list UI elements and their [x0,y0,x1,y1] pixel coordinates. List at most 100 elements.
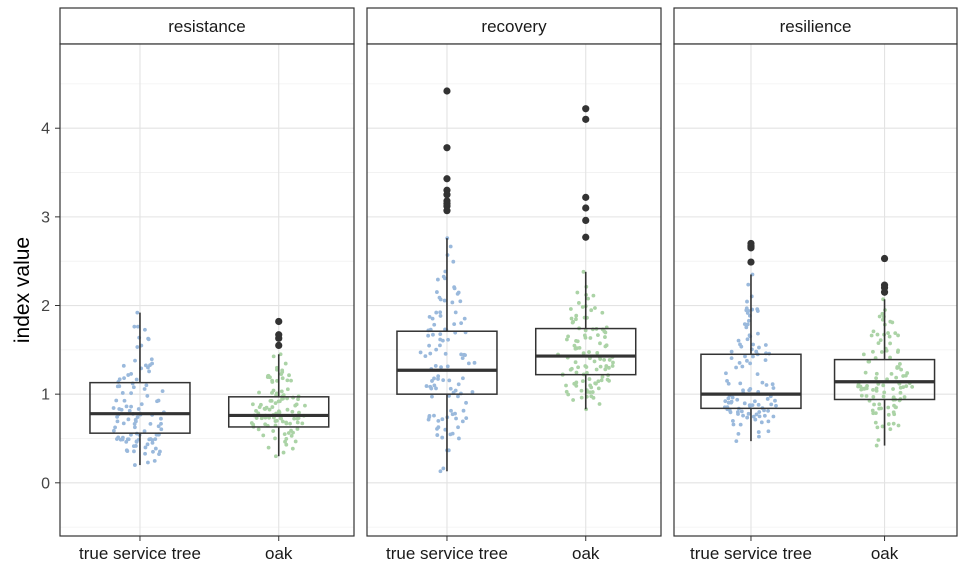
data-point [293,439,298,444]
data-point [153,446,158,451]
data-point [264,405,269,410]
data-point [593,381,598,386]
data-point [580,379,585,384]
data-point [878,338,883,343]
data-point [142,429,147,434]
data-point [297,410,301,415]
data-point [452,322,457,326]
facet-strip [673,7,958,45]
data-point [904,384,909,389]
data-point [573,360,578,365]
data-point [871,395,876,399]
data-point [254,408,258,413]
data-point [726,381,731,386]
data-point [769,402,774,407]
data-point [881,394,886,399]
data-point [281,393,286,397]
data-point [434,310,439,315]
data-point [898,385,903,390]
data-point [456,382,461,387]
data-point [875,332,880,337]
data-point [579,388,584,393]
data-point [588,336,593,340]
data-point [160,389,165,394]
data-point [283,361,288,366]
data-point [148,437,153,441]
data-point [118,437,123,442]
data-point [873,420,878,425]
data-point [434,347,439,352]
data-point [149,357,154,362]
data-point [290,409,295,414]
data-point [448,244,453,249]
data-point [589,308,594,313]
data-point [886,331,890,335]
data-point [574,313,579,318]
data-point [587,350,591,354]
data-point [274,391,279,396]
data-point [113,425,117,430]
data-point [460,356,465,361]
data-point [458,299,463,304]
data-point [296,416,301,421]
data-point [874,376,878,381]
data-point [136,324,140,329]
data-point [741,388,745,393]
data-point [257,390,261,395]
data-point [584,370,589,375]
data-point [284,421,289,426]
x-tick-label: oak [572,544,600,563]
data-point [735,397,740,402]
data-point [285,407,290,412]
data-point [300,421,305,426]
data-point [864,394,869,398]
panel-border [366,43,662,537]
data-point [430,316,435,321]
data-point [131,385,136,390]
data-point [448,386,453,391]
data-point [438,332,443,337]
data-point [886,405,891,410]
data-point [730,418,735,423]
data-point [111,428,116,433]
outlier-point [582,204,590,212]
data-point [254,416,259,420]
data-point [126,373,131,377]
data-point [251,422,256,427]
data-point [763,343,768,347]
data-point [862,386,867,391]
data-point [436,374,441,379]
data-point [443,327,447,332]
data-point [280,419,285,424]
outlier-point [275,341,283,350]
outlier-point [582,105,590,113]
data-point [748,361,753,366]
data-point [435,290,439,294]
data-point [442,276,447,281]
data-point [866,359,871,364]
data-point [443,351,448,356]
data-point [886,422,891,426]
data-point [869,333,874,338]
data-point [122,376,126,381]
data-point [887,334,892,339]
data-point [259,416,264,421]
data-point [261,433,266,438]
data-point [605,377,610,382]
data-point [724,371,728,376]
data-point [583,364,588,368]
data-point [871,388,875,392]
data-point [148,422,153,426]
data-point [456,394,460,399]
y-tick-label: 4 [41,121,50,138]
data-point [591,293,596,298]
data-point [891,395,896,400]
data-point [472,360,477,365]
data-point [432,322,437,327]
data-point [766,429,771,434]
outlier-point [275,317,283,326]
data-point [427,314,432,319]
data-point [438,343,442,348]
data-point [898,362,902,366]
data-point [871,349,875,354]
